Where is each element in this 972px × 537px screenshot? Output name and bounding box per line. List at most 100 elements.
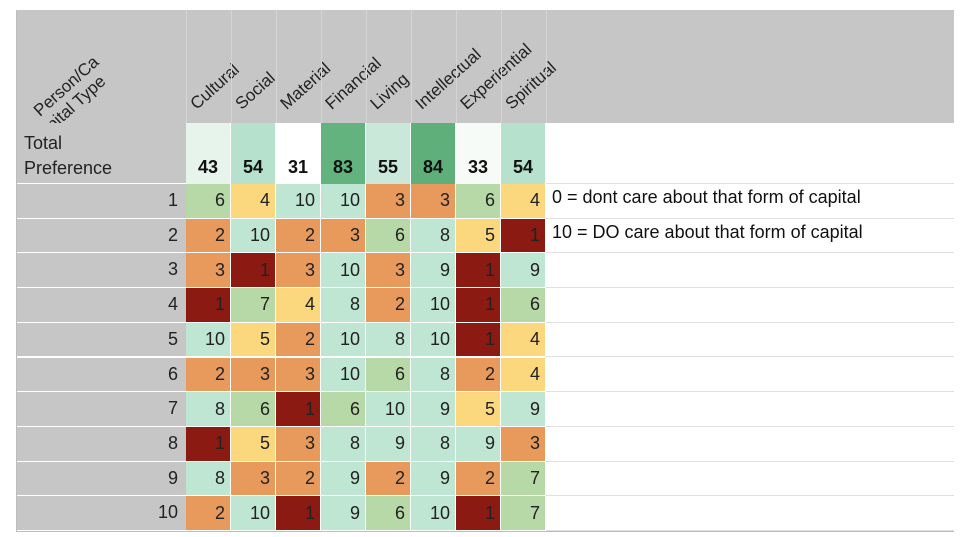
score-cell[interactable]: 2	[366, 461, 411, 497]
score-cell[interactable]: 10	[186, 322, 231, 358]
score-cell[interactable]: 5	[456, 392, 501, 427]
score-cell[interactable]: 6	[456, 184, 501, 219]
score-cell[interactable]: 1	[276, 392, 321, 427]
empty-cell[interactable]	[546, 288, 954, 323]
person-row-label[interactable]: 8	[16, 426, 186, 462]
legend-note-ten[interactable]: 10 = DO care about that form of capital	[552, 222, 863, 242]
empty-cell[interactable]	[546, 218, 954, 254]
score-cell[interactable]: 3	[321, 218, 366, 254]
score-cell[interactable]: 10	[231, 496, 276, 531]
score-cell[interactable]: 8	[411, 218, 456, 254]
empty-cell[interactable]	[546, 392, 954, 427]
score-cell[interactable]: 6	[231, 392, 276, 427]
empty-cell[interactable]	[546, 184, 954, 219]
score-cell[interactable]: 4	[501, 322, 546, 358]
score-cell[interactable]: 9	[321, 461, 366, 497]
person-row-label[interactable]: 5	[16, 322, 186, 358]
empty-cell[interactable]	[546, 426, 954, 462]
score-cell[interactable]: 5	[456, 218, 501, 254]
score-cell[interactable]: 2	[186, 357, 231, 393]
score-cell[interactable]: 9	[501, 253, 546, 289]
score-cell[interactable]: 1	[186, 288, 231, 323]
score-cell[interactable]: 3	[366, 184, 411, 219]
score-cell[interactable]: 10	[321, 253, 366, 289]
empty-cell[interactable]	[546, 496, 954, 531]
score-cell[interactable]: 3	[231, 357, 276, 393]
score-cell[interactable]: 8	[321, 426, 366, 462]
score-cell[interactable]: 10	[366, 392, 411, 427]
person-row-label[interactable]: 6	[16, 357, 186, 393]
person-row-label[interactable]: 1	[16, 184, 186, 219]
score-cell[interactable]: 1	[276, 496, 321, 531]
person-row-label[interactable]: 2	[16, 218, 186, 254]
score-cell[interactable]: 3	[411, 184, 456, 219]
score-cell[interactable]: 2	[366, 288, 411, 323]
score-cell[interactable]: 6	[366, 496, 411, 531]
total-cell[interactable]: 54	[231, 123, 276, 184]
legend-note-zero[interactable]: 0 = dont care about that form of capital	[552, 187, 861, 207]
score-cell[interactable]: 3	[276, 426, 321, 462]
score-cell[interactable]: 7	[501, 496, 546, 531]
total-cell[interactable]: 54	[501, 123, 546, 184]
total-cell[interactable]: 83	[321, 123, 366, 184]
person-row-label[interactable]: 4	[16, 288, 186, 323]
person-row-label[interactable]: 3	[16, 253, 186, 289]
person-row-label[interactable]: 10	[16, 496, 186, 531]
score-cell[interactable]: 6	[366, 218, 411, 254]
score-cell[interactable]: 1	[456, 253, 501, 289]
score-cell[interactable]: 6	[321, 392, 366, 427]
empty-cell[interactable]	[546, 357, 954, 393]
total-cell[interactable]: 31	[276, 123, 321, 184]
total-preference-row-label[interactable]: Total Preference	[16, 123, 186, 184]
score-cell[interactable]: 5	[231, 322, 276, 358]
score-cell[interactable]: 3	[366, 253, 411, 289]
score-cell[interactable]: 10	[411, 322, 456, 358]
score-cell[interactable]: 10	[321, 184, 366, 219]
score-cell[interactable]: 8	[186, 392, 231, 427]
score-cell[interactable]: 9	[366, 426, 411, 462]
score-cell[interactable]: 5	[231, 426, 276, 462]
score-cell[interactable]: 4	[501, 184, 546, 219]
person-row-label[interactable]: 9	[16, 461, 186, 497]
score-cell[interactable]: 1	[456, 322, 501, 358]
total-row-empty-cell[interactable]	[546, 123, 954, 184]
score-cell[interactable]: 6	[186, 184, 231, 219]
empty-cell[interactable]	[546, 322, 954, 358]
score-cell[interactable]: 10	[411, 288, 456, 323]
total-cell[interactable]: 33	[456, 123, 501, 184]
score-cell[interactable]: 10	[321, 322, 366, 358]
score-cell[interactable]: 2	[456, 461, 501, 497]
person-row-label[interactable]: 7	[16, 392, 186, 427]
score-cell[interactable]: 2	[276, 461, 321, 497]
score-cell[interactable]: 3	[276, 357, 321, 393]
score-cell[interactable]: 1	[501, 218, 546, 254]
score-cell[interactable]: 3	[231, 461, 276, 497]
score-cell[interactable]: 10	[231, 218, 276, 254]
score-cell[interactable]: 3	[276, 253, 321, 289]
score-cell[interactable]: 8	[186, 461, 231, 497]
score-cell[interactable]: 1	[456, 496, 501, 531]
score-cell[interactable]: 7	[501, 461, 546, 497]
score-cell[interactable]: 2	[186, 218, 231, 254]
score-cell[interactable]: 9	[411, 461, 456, 497]
score-cell[interactable]: 3	[501, 426, 546, 462]
score-cell[interactable]: 1	[456, 288, 501, 323]
score-cell[interactable]: 2	[186, 496, 231, 531]
score-cell[interactable]: 8	[411, 426, 456, 462]
score-cell[interactable]: 4	[276, 288, 321, 323]
score-cell[interactable]: 9	[411, 253, 456, 289]
score-cell[interactable]: 10	[276, 184, 321, 219]
score-cell[interactable]: 4	[231, 184, 276, 219]
score-cell[interactable]: 4	[501, 357, 546, 393]
score-cell[interactable]: 9	[456, 426, 501, 462]
score-cell[interactable]: 10	[411, 496, 456, 531]
score-cell[interactable]: 8	[321, 288, 366, 323]
total-cell[interactable]: 43	[186, 123, 231, 184]
total-cell[interactable]: 55	[366, 123, 411, 184]
score-cell[interactable]: 7	[231, 288, 276, 323]
score-cell[interactable]: 2	[456, 357, 501, 393]
score-cell[interactable]: 3	[186, 253, 231, 289]
empty-cell[interactable]	[546, 253, 954, 289]
total-cell[interactable]: 84	[411, 123, 456, 184]
empty-cell[interactable]	[546, 461, 954, 497]
